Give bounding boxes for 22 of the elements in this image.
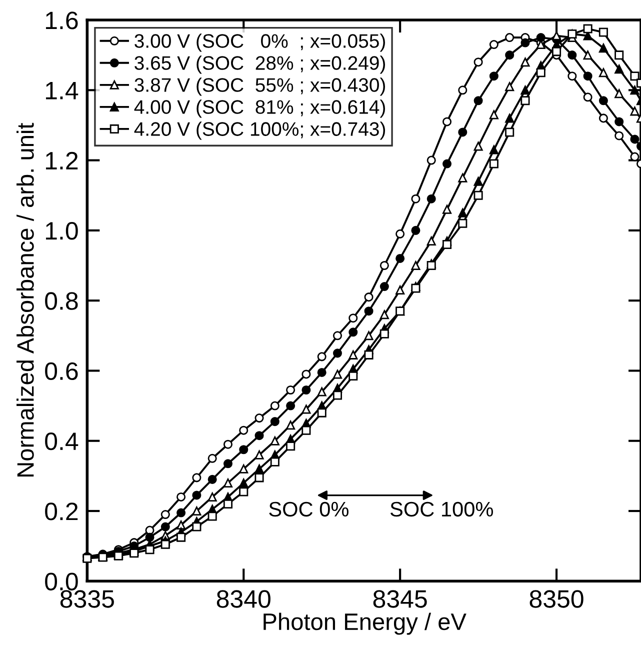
x-tick-label: 8350 (530, 590, 584, 608)
legend-label: 3.87 V (SOC 55% ; x=0.430) (134, 78, 386, 96)
annotation: SOC 100% (390, 502, 493, 517)
annotation: SOC 0% (269, 502, 348, 517)
y-tick-label: 1.4 (46, 82, 78, 100)
y-tick-label: 0.8 (45, 292, 78, 310)
y-tick-label: 0.0 (45, 572, 78, 590)
y-tick-label: 0.4 (45, 432, 78, 450)
x-tick-label: 8335 (60, 590, 114, 608)
x-tick-label: 8340 (216, 590, 270, 608)
legend-label: 4.00 V (SOC 81% ; x=0.614) (134, 100, 386, 118)
legend-label: 3.00 V (SOC 0% ; x=0.055) (134, 34, 385, 52)
y-tick-label: 1.2 (46, 152, 78, 170)
x-axis-title: Photon Energy / eV (264, 612, 466, 635)
y-tick-label: 1.6 (46, 12, 78, 30)
y-tick-label: 1.0 (46, 222, 78, 240)
legend-label: 3.65 V (SOC 28% ; x=0.249) (134, 56, 386, 74)
legend-label: 4.20 V (SOC 100%; x=0.743) (134, 122, 386, 140)
x-tick-label: 8345 (373, 590, 427, 608)
y-tick-label: 0.6 (45, 362, 78, 380)
y-axis-title: Normalized Absorbance / arb. unit (16, 122, 34, 476)
y-tick-label: 0.2 (45, 502, 78, 520)
